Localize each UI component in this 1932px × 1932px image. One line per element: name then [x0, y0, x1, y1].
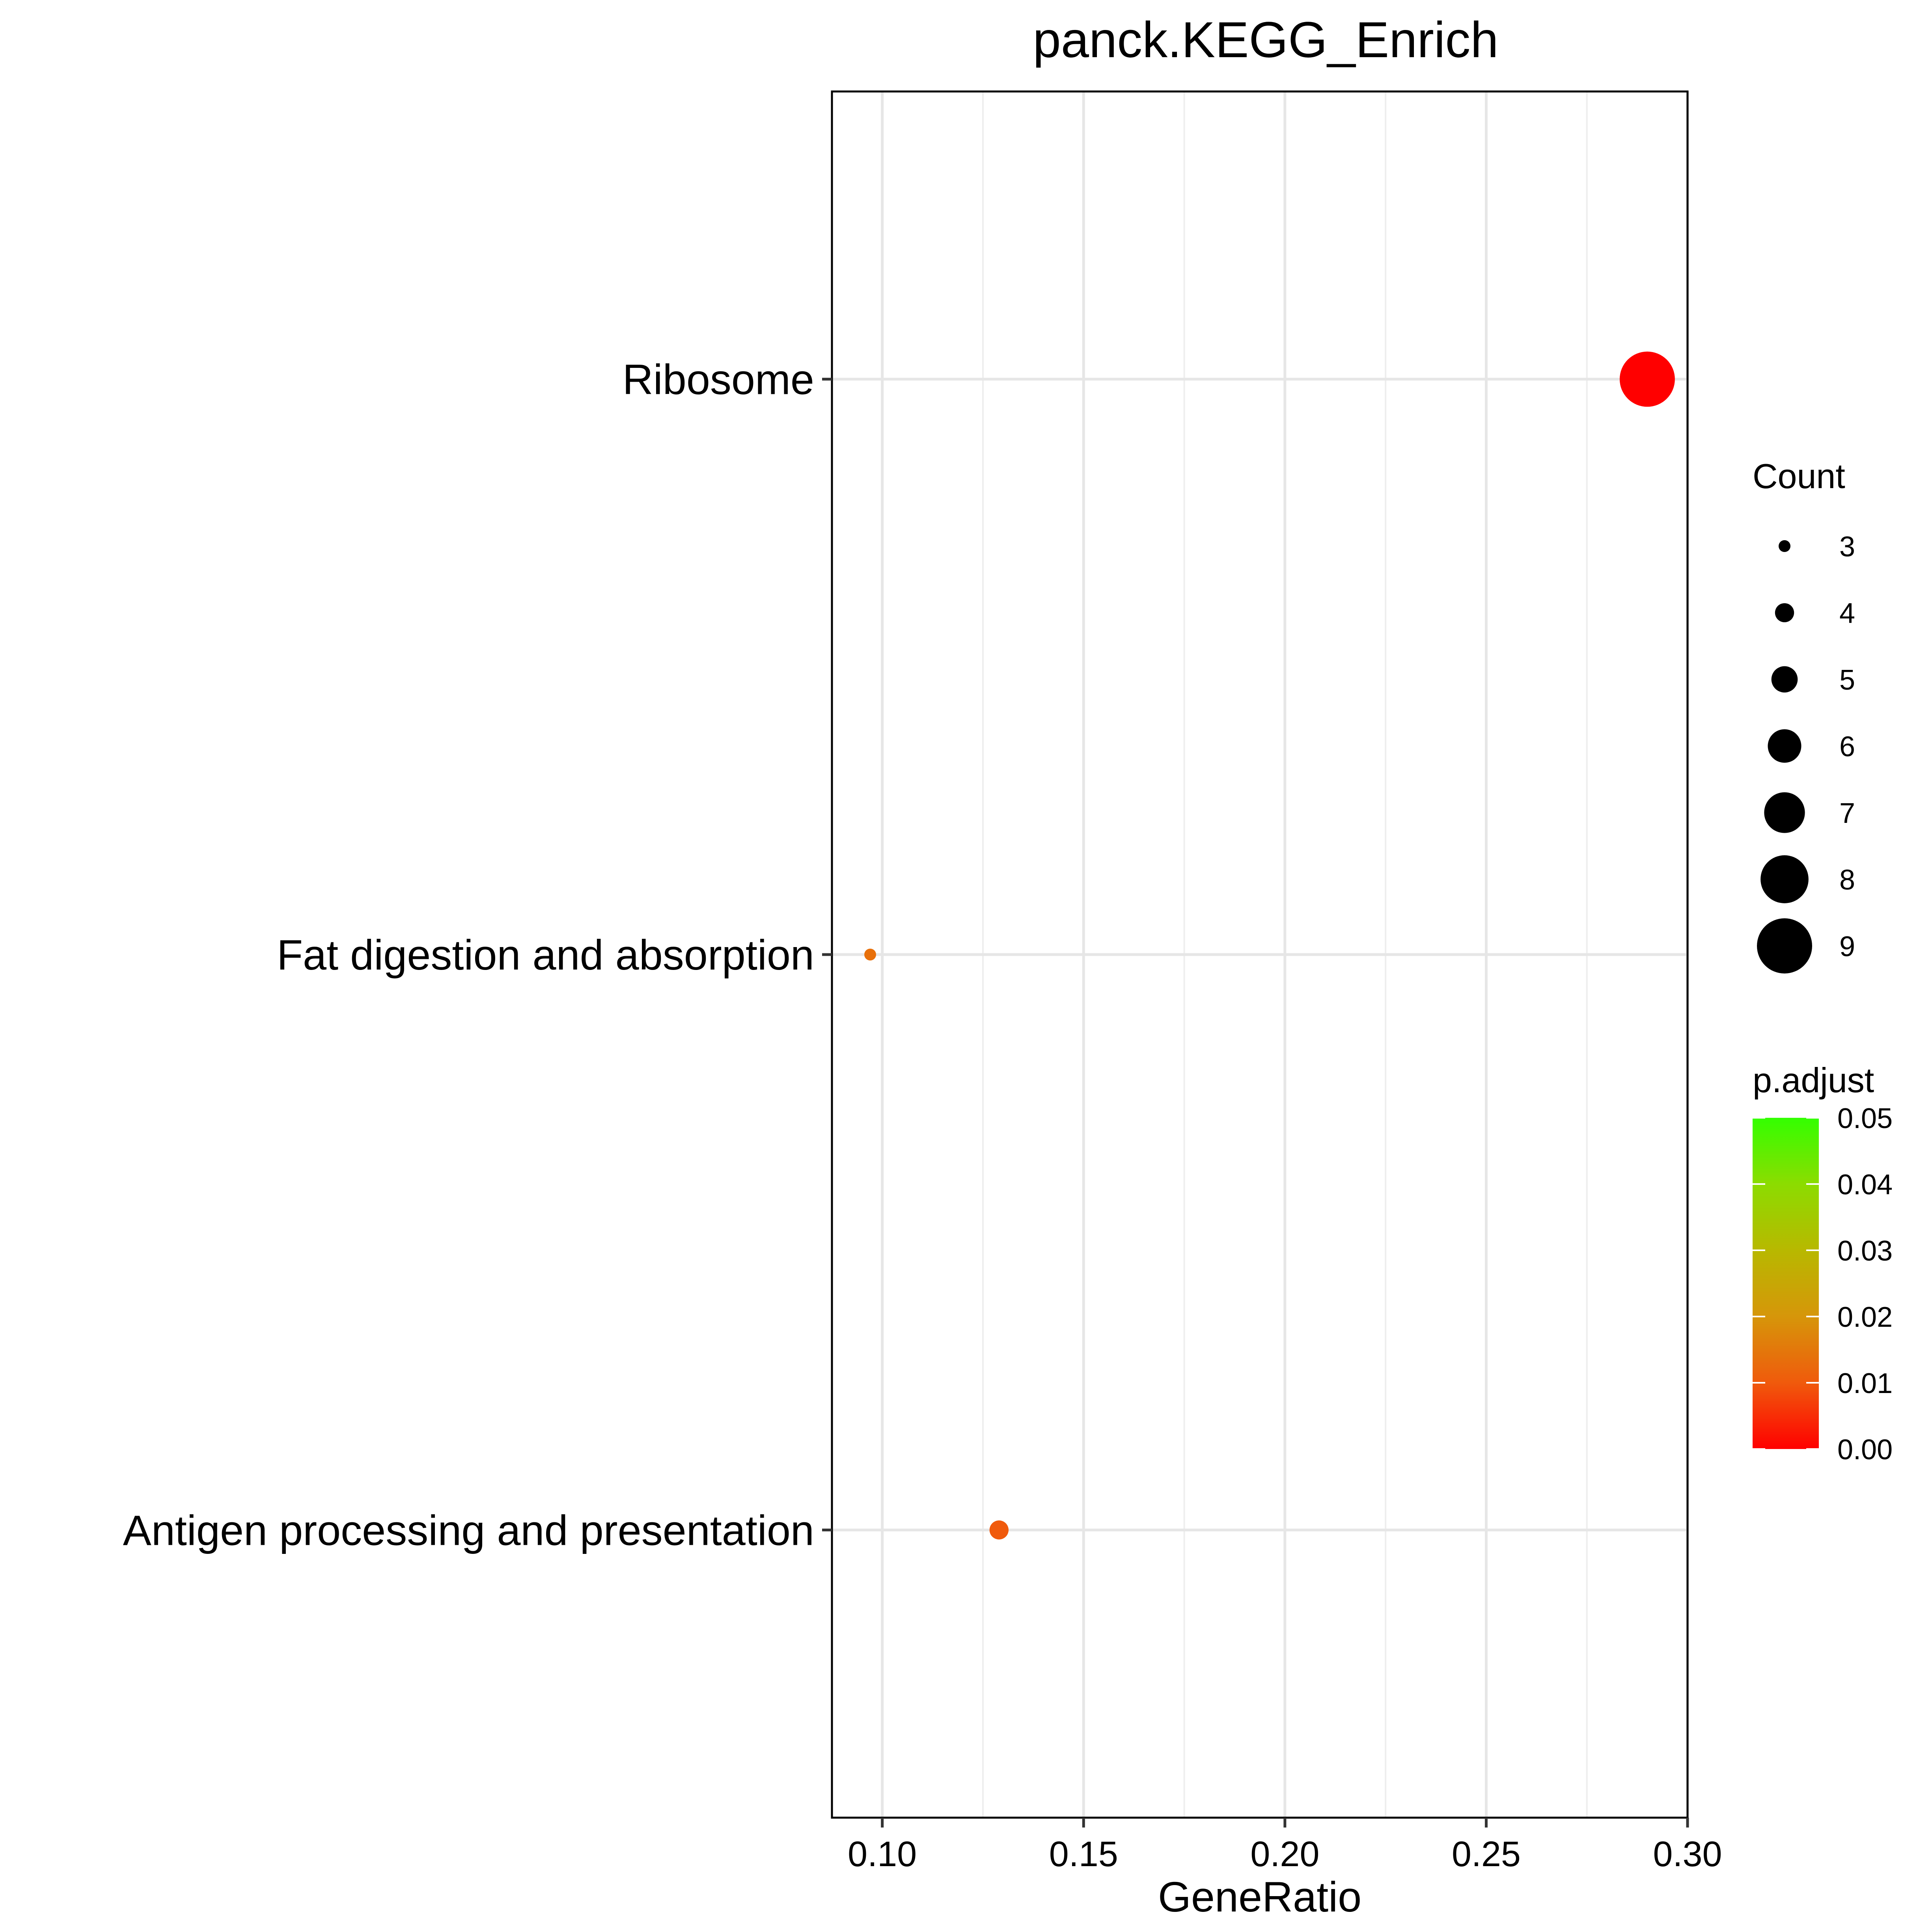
count-legend-key	[1775, 603, 1794, 623]
plot-panel	[831, 90, 1689, 1819]
count-legend-label: 5	[1839, 664, 1855, 696]
count-legend-title: Count	[1753, 457, 1845, 496]
count-legend-label: 6	[1839, 731, 1855, 763]
count-legend: Count 3 4 5 6 7 8 9	[1753, 457, 1855, 973]
padjust-legend-label: 0.05	[1837, 1103, 1893, 1134]
count-legend-label: 3	[1839, 531, 1855, 563]
count-legend-keys: 3 4 5 6 7 8 9	[1757, 531, 1855, 973]
x-axis: 0.10 0.15 0.20 0.25 0.30	[848, 1818, 1722, 1874]
count-legend-key	[1764, 792, 1805, 833]
count-legend-key	[1768, 729, 1801, 763]
count-legend-key	[1760, 855, 1809, 903]
padjust-legend-label: 0.04	[1837, 1169, 1893, 1201]
data-point	[864, 949, 876, 960]
y-tick-label: Ribosome	[623, 356, 814, 403]
data-point	[989, 1520, 1009, 1540]
count-legend-key	[1757, 918, 1812, 973]
padjust-legend-label: 0.00	[1837, 1434, 1893, 1466]
count-legend-key	[1771, 666, 1798, 693]
padjust-legend: p.adjust 0.05 0.04 0.03 0.02 0.01 0.00	[1753, 1061, 1893, 1466]
count-legend-label: 8	[1839, 864, 1855, 896]
y-tick-label: Fat digestion and absorption	[277, 931, 814, 979]
padjust-legend-label: 0.02	[1837, 1302, 1893, 1333]
x-tick-label: 0.30	[1653, 1835, 1722, 1874]
padjust-legend-title: p.adjust	[1753, 1061, 1874, 1100]
count-legend-label: 7	[1839, 798, 1855, 829]
padjust-legend-ticks: 0.05 0.04 0.03 0.02 0.01 0.00	[1753, 1103, 1893, 1466]
y-tick-label: Antigen processing and presentation	[123, 1506, 814, 1554]
y-axis: Ribosome Fat digestion and absorption Anti…	[123, 356, 832, 1554]
count-legend-label: 9	[1839, 931, 1855, 962]
x-tick-label: 0.10	[848, 1835, 917, 1874]
padjust-colorbar	[1753, 1118, 1819, 1449]
data-point	[1619, 351, 1675, 407]
x-tick-label: 0.20	[1250, 1835, 1319, 1874]
x-tick-label: 0.15	[1049, 1835, 1118, 1874]
count-legend-key	[1779, 540, 1790, 552]
padjust-legend-label: 0.01	[1837, 1368, 1893, 1399]
data-points	[864, 351, 1675, 1540]
padjust-legend-label: 0.03	[1837, 1235, 1893, 1267]
x-tick-label: 0.25	[1452, 1835, 1521, 1874]
count-legend-label: 4	[1839, 598, 1855, 629]
x-axis-title: GeneRatio	[1158, 1873, 1361, 1921]
chart-title: panck.KEGG_Enrich	[1033, 12, 1499, 68]
